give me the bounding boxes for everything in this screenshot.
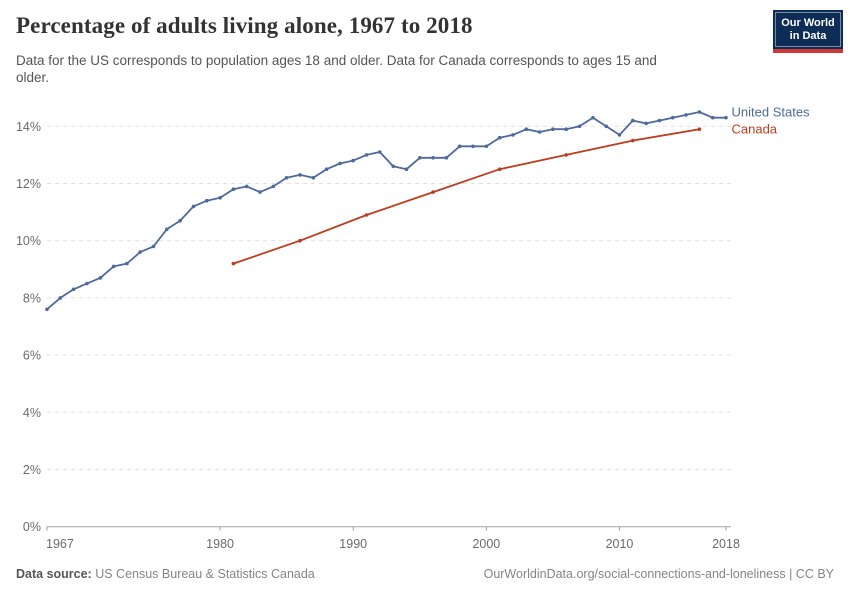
- data-point[interactable]: [471, 144, 475, 149]
- data-point[interactable]: [205, 198, 209, 203]
- data-point[interactable]: [391, 164, 396, 169]
- data-point[interactable]: [657, 118, 662, 123]
- data-point[interactable]: [284, 176, 289, 180]
- data-point[interactable]: [564, 153, 568, 157]
- data-point[interactable]: [724, 115, 728, 120]
- data-point[interactable]: [431, 156, 435, 160]
- data-point[interactable]: [577, 124, 582, 129]
- data-point[interactable]: [591, 115, 595, 120]
- data-point[interactable]: [324, 167, 329, 171]
- logo-text-line1: Our World: [781, 16, 835, 29]
- data-point[interactable]: [311, 176, 316, 180]
- data-point[interactable]: [125, 261, 129, 266]
- data-point[interactable]: [165, 227, 169, 232]
- data-point[interactable]: [710, 115, 715, 120]
- logo-background: Our World in Data: [773, 10, 843, 49]
- x-tick-label: 2018: [712, 537, 740, 551]
- data-point[interactable]: [537, 130, 542, 134]
- subtitle-line: older.: [16, 70, 50, 85]
- data-point[interactable]: [484, 144, 489, 149]
- data-point[interactable]: [85, 281, 89, 286]
- data-point[interactable]: [644, 121, 648, 126]
- data-point[interactable]: [431, 190, 435, 194]
- data-source-text: US Census Bureau & Statistics Canada: [91, 567, 315, 581]
- data-point[interactable]: [524, 127, 529, 131]
- series-united-states[interactable]: United States: [45, 105, 811, 312]
- x-tick-label: 2010: [606, 537, 634, 551]
- data-point[interactable]: [111, 264, 116, 269]
- data-point[interactable]: [298, 173, 302, 177]
- data-point[interactable]: [684, 113, 688, 117]
- y-tick-label: 10%: [16, 234, 41, 248]
- data-point[interactable]: [697, 110, 702, 114]
- data-point[interactable]: [631, 118, 635, 123]
- data-point[interactable]: [604, 124, 608, 129]
- x-tick-label: 1980: [206, 537, 234, 551]
- data-point[interactable]: [418, 156, 422, 160]
- y-tick-label: 14%: [16, 120, 41, 134]
- y-tick-label: 4%: [23, 406, 41, 420]
- data-point[interactable]: [191, 204, 196, 209]
- y-tick-label: 6%: [23, 349, 41, 363]
- y-tick-label: 2%: [23, 463, 41, 477]
- data-point[interactable]: [338, 161, 342, 166]
- data-point[interactable]: [231, 261, 236, 266]
- x-tick-label: 1967: [46, 537, 74, 551]
- data-point[interactable]: [378, 150, 382, 154]
- page-title: Percentage of adults living alone, 1967 …: [16, 13, 473, 38]
- y-tick-label: 0%: [23, 520, 41, 534]
- page-subtitle: Data for the US corresponds to populatio…: [16, 52, 657, 86]
- data-point[interactable]: [231, 187, 236, 191]
- data-point[interactable]: [218, 196, 222, 200]
- data-source-label: Data source:: [16, 567, 92, 581]
- data-point[interactable]: [98, 276, 103, 280]
- data-point[interactable]: [45, 307, 49, 312]
- data-point[interactable]: [497, 135, 502, 140]
- data-point[interactable]: [244, 184, 249, 189]
- data-point[interactable]: [444, 156, 449, 160]
- data-point[interactable]: [404, 167, 409, 171]
- data-point[interactable]: [617, 133, 622, 137]
- logo-text-line2: in Data: [789, 29, 827, 42]
- data-point[interactable]: [351, 158, 356, 163]
- data-point[interactable]: [697, 127, 702, 131]
- series-line-united-states[interactable]: [46, 111, 727, 311]
- data-point[interactable]: [364, 153, 369, 157]
- data-point[interactable]: [497, 167, 502, 171]
- owid-logo[interactable]: Our World in Data: [773, 10, 843, 53]
- series-label-canada[interactable]: Canada: [732, 122, 778, 137]
- data-point[interactable]: [364, 213, 369, 217]
- y-tick-label: 8%: [23, 291, 41, 305]
- data-point[interactable]: [670, 115, 675, 120]
- data-point[interactable]: [178, 218, 182, 223]
- data-point[interactable]: [151, 244, 156, 249]
- logo-inner-border: Our World in Data: [775, 12, 841, 47]
- data-point[interactable]: [511, 133, 515, 137]
- chart-footer: Data source: US Census Bureau & Statisti…: [16, 567, 834, 581]
- series-label-united-states[interactable]: United States: [732, 105, 811, 120]
- data-point[interactable]: [271, 184, 276, 189]
- x-tick-label: 2000: [472, 537, 500, 551]
- data-point[interactable]: [71, 287, 76, 292]
- y-tick-label: 12%: [16, 177, 41, 191]
- data-point[interactable]: [551, 127, 555, 131]
- data-point[interactable]: [138, 250, 142, 254]
- series-line-canada[interactable]: [232, 128, 701, 265]
- logo-red-stripe: [773, 49, 843, 53]
- data-point[interactable]: [564, 127, 568, 131]
- data-point[interactable]: [258, 190, 262, 194]
- data-point[interactable]: [298, 238, 302, 243]
- data-point[interactable]: [457, 144, 462, 149]
- series-canada[interactable]: Canada: [231, 122, 778, 266]
- attribution-link[interactable]: OurWorldinData.org/social-connections-an…: [483, 567, 834, 581]
- data-point[interactable]: [58, 296, 63, 300]
- subtitle-line: Data for the US corresponds to populatio…: [16, 53, 657, 68]
- data-point[interactable]: [631, 138, 635, 143]
- x-tick-label: 1990: [339, 537, 367, 551]
